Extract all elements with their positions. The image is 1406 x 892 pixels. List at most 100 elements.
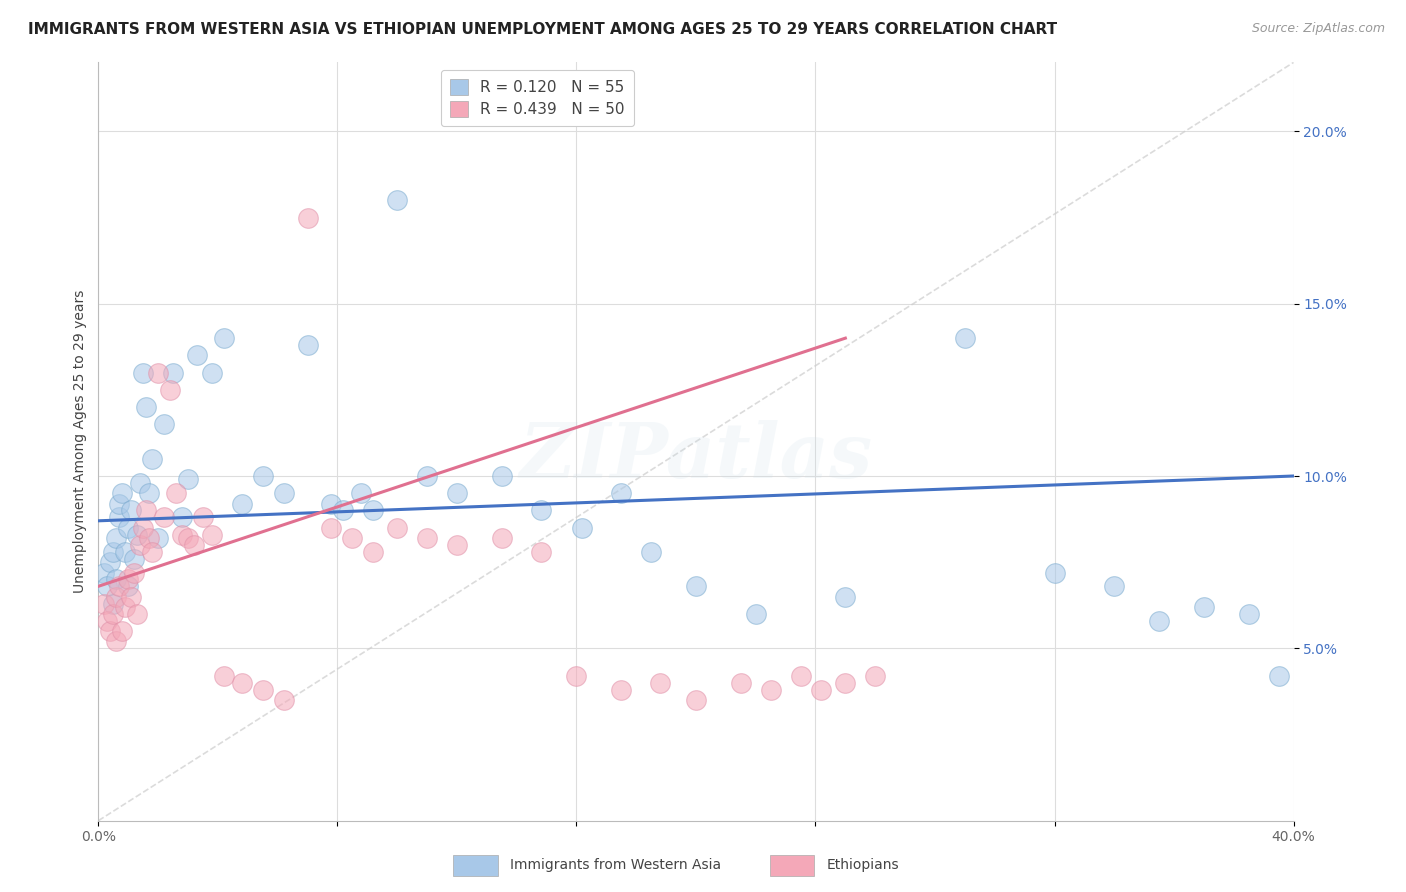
- Point: [385, 521, 409, 535]
- Point: [297, 211, 319, 225]
- Point: [96, 614, 118, 628]
- Point: [141, 545, 163, 559]
- Point: [132, 366, 155, 380]
- Point: [571, 521, 593, 535]
- Text: Source: ZipAtlas.com: Source: ZipAtlas.com: [1251, 22, 1385, 36]
- Point: [834, 675, 856, 690]
- Point: [93, 566, 115, 580]
- FancyBboxPatch shape: [453, 855, 498, 876]
- Point: [252, 682, 274, 697]
- Point: [186, 348, 208, 362]
- Point: [93, 597, 115, 611]
- Point: [117, 579, 139, 593]
- Point: [363, 545, 385, 559]
- Point: [745, 607, 768, 621]
- FancyBboxPatch shape: [770, 855, 814, 876]
- Point: [111, 624, 134, 639]
- Point: [610, 486, 633, 500]
- Point: [124, 551, 146, 566]
- Point: [201, 527, 224, 541]
- Point: [111, 486, 134, 500]
- Point: [138, 486, 160, 500]
- Point: [212, 669, 235, 683]
- Point: [350, 486, 373, 500]
- Point: [530, 545, 553, 559]
- Point: [273, 486, 295, 500]
- Point: [135, 400, 157, 414]
- Point: [1237, 607, 1260, 621]
- Point: [103, 607, 125, 621]
- Legend: R = 0.120   N = 55, R = 0.439   N = 50: R = 0.120 N = 55, R = 0.439 N = 50: [440, 70, 634, 127]
- Point: [127, 527, 149, 541]
- Point: [650, 675, 672, 690]
- Point: [103, 597, 125, 611]
- Point: [446, 538, 468, 552]
- Point: [385, 194, 409, 208]
- Point: [416, 531, 439, 545]
- Point: [1267, 669, 1289, 683]
- Text: Immigrants from Western Asia: Immigrants from Western Asia: [510, 858, 721, 872]
- Point: [162, 366, 184, 380]
- Point: [165, 486, 187, 500]
- Point: [132, 521, 155, 535]
- Point: [159, 383, 181, 397]
- Point: [730, 675, 752, 690]
- Point: [491, 469, 513, 483]
- Point: [108, 579, 131, 593]
- Point: [105, 590, 128, 604]
- Point: [105, 634, 128, 648]
- Point: [177, 531, 200, 545]
- Point: [834, 590, 856, 604]
- Point: [363, 503, 385, 517]
- Point: [153, 417, 176, 432]
- Point: [201, 366, 224, 380]
- Point: [129, 475, 152, 490]
- Point: [1104, 579, 1126, 593]
- Point: [610, 682, 633, 697]
- Point: [446, 486, 468, 500]
- Point: [108, 497, 131, 511]
- Point: [342, 531, 364, 545]
- Point: [105, 531, 128, 545]
- Point: [172, 510, 194, 524]
- Point: [273, 693, 295, 707]
- Point: [685, 693, 707, 707]
- Point: [120, 503, 142, 517]
- Point: [108, 510, 131, 524]
- Point: [120, 590, 142, 604]
- Point: [148, 366, 170, 380]
- Point: [177, 473, 200, 487]
- Point: [114, 599, 136, 614]
- Point: [865, 669, 887, 683]
- Point: [153, 510, 176, 524]
- Point: [96, 579, 118, 593]
- Point: [117, 521, 139, 535]
- Point: [124, 566, 146, 580]
- Point: [321, 521, 343, 535]
- Point: [135, 503, 157, 517]
- Point: [332, 503, 354, 517]
- Point: [789, 669, 811, 683]
- Point: [491, 531, 513, 545]
- Point: [685, 579, 707, 593]
- Point: [231, 675, 253, 690]
- Point: [191, 510, 214, 524]
- Point: [810, 682, 832, 697]
- Point: [141, 451, 163, 466]
- Point: [759, 682, 782, 697]
- Point: [530, 503, 553, 517]
- Point: [953, 331, 976, 345]
- Point: [114, 545, 136, 559]
- Point: [129, 538, 152, 552]
- Point: [321, 497, 343, 511]
- Point: [565, 669, 588, 683]
- Point: [103, 545, 125, 559]
- Point: [105, 573, 128, 587]
- Point: [117, 573, 139, 587]
- Point: [183, 538, 205, 552]
- Point: [252, 469, 274, 483]
- Point: [640, 545, 662, 559]
- Point: [1043, 566, 1066, 580]
- Point: [212, 331, 235, 345]
- Point: [172, 527, 194, 541]
